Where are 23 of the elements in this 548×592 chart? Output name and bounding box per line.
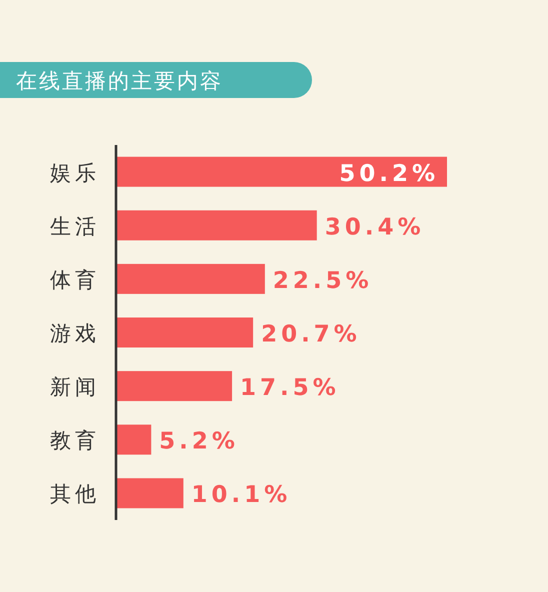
bar: [117, 424, 152, 455]
bar: [117, 264, 265, 294]
bar: [117, 210, 317, 240]
y-tick-label: 生活: [50, 214, 100, 238]
y-tick-label: 其他: [50, 482, 100, 506]
y-tick-label: 新闻: [50, 375, 100, 400]
bar: [117, 371, 232, 402]
data-label: 5.2%: [159, 428, 239, 455]
chart-title: 在线直播的主要内容: [16, 69, 223, 93]
data-label: 30.4%: [324, 214, 425, 240]
y-tick-label: 体育: [50, 268, 100, 292]
data-label: 50.2%: [339, 160, 439, 187]
bar: [117, 156, 447, 187]
bar: [117, 478, 184, 508]
data-label: 17.5%: [240, 375, 340, 402]
bar: [117, 318, 254, 348]
data-label: 20.7%: [261, 322, 361, 348]
data-label: 10.1%: [191, 482, 292, 508]
y-tick-label: 娱乐: [50, 160, 100, 185]
title: 在线直播的主要内容: [0, 62, 312, 98]
data-label: 22.5%: [272, 268, 373, 294]
y-tick-label: 教育: [50, 428, 100, 453]
y-tick-label: 游戏: [50, 322, 100, 346]
